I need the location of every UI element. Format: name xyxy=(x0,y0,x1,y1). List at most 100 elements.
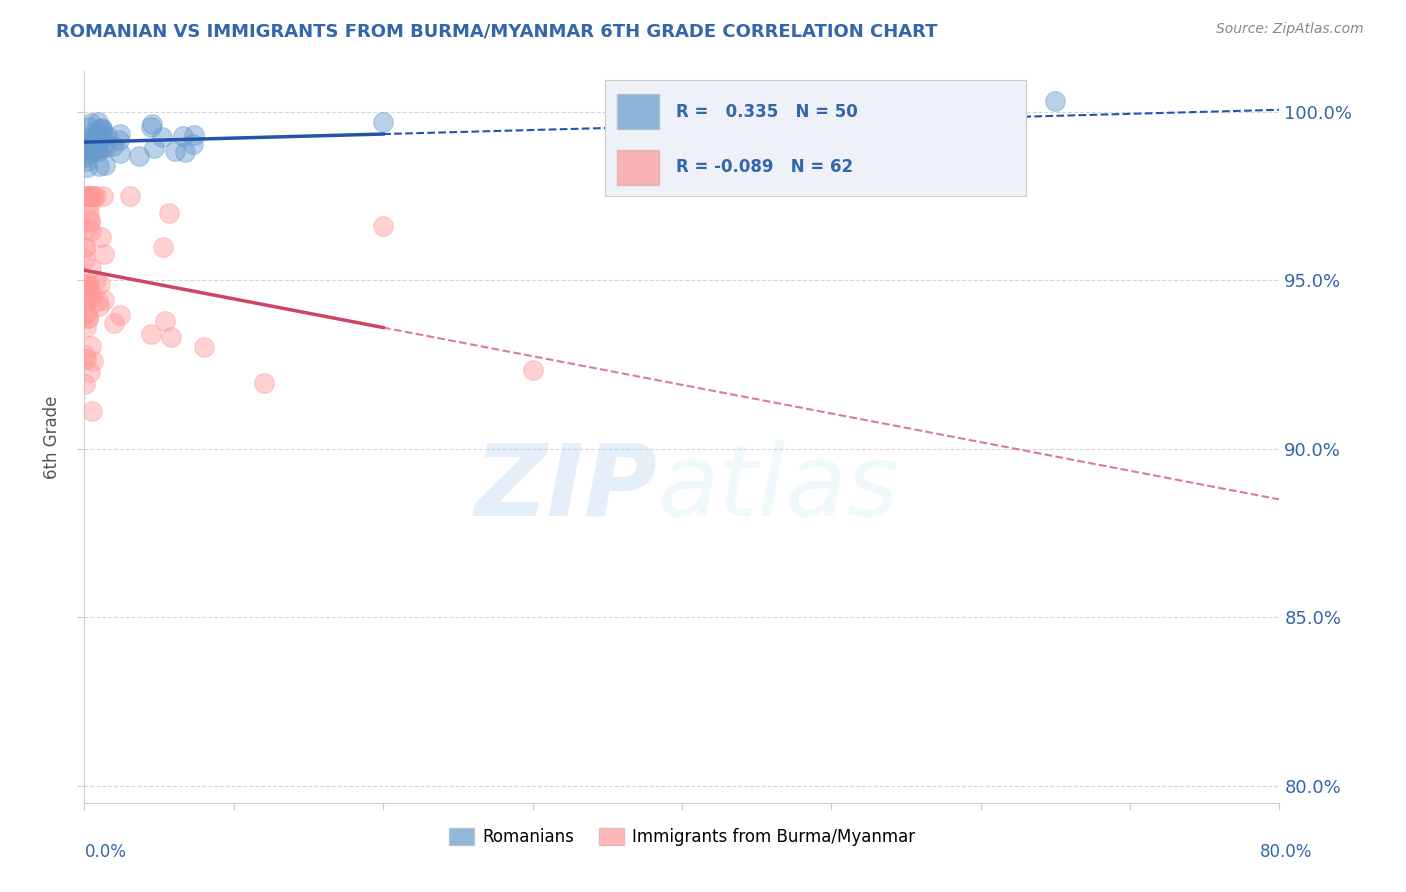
Point xyxy=(108,309,131,323)
Point xyxy=(128,148,150,162)
Point xyxy=(80,404,103,418)
Point xyxy=(108,133,131,147)
Point xyxy=(87,115,110,129)
Point xyxy=(84,130,107,145)
Point xyxy=(75,284,97,298)
Point xyxy=(77,280,100,294)
Point xyxy=(79,116,101,130)
Point xyxy=(79,189,101,203)
Point xyxy=(76,189,98,203)
Point xyxy=(77,147,100,161)
Point xyxy=(89,144,111,158)
Point xyxy=(79,189,101,203)
Point xyxy=(110,127,132,141)
Point xyxy=(373,219,395,233)
Point xyxy=(90,123,112,137)
Point xyxy=(89,277,111,292)
Point xyxy=(79,215,101,229)
Point xyxy=(86,142,108,156)
Point xyxy=(253,376,276,390)
Point xyxy=(373,115,395,129)
Point xyxy=(75,143,97,157)
Text: 80.0%: 80.0% xyxy=(1260,843,1313,861)
Point xyxy=(1045,94,1067,108)
Point xyxy=(76,189,98,203)
Point xyxy=(80,189,103,203)
Point xyxy=(76,189,98,203)
Point xyxy=(76,153,98,168)
Point xyxy=(75,352,97,367)
Point xyxy=(159,329,181,343)
Point xyxy=(143,141,166,155)
Point xyxy=(110,145,132,160)
Point xyxy=(82,354,104,368)
Point xyxy=(77,189,100,203)
Point xyxy=(80,261,103,276)
Point xyxy=(75,292,97,306)
Point xyxy=(139,120,162,134)
Text: ZIP: ZIP xyxy=(475,440,658,537)
Point xyxy=(82,142,104,156)
Point xyxy=(77,206,100,220)
Point xyxy=(91,121,114,136)
Point xyxy=(91,140,114,154)
Point xyxy=(83,125,105,139)
Point xyxy=(80,339,103,353)
Text: ROMANIAN VS IMMIGRANTS FROM BURMA/MYANMAR 6TH GRADE CORRELATION CHART: ROMANIAN VS IMMIGRANTS FROM BURMA/MYANMA… xyxy=(56,22,938,40)
Point xyxy=(193,340,215,354)
Y-axis label: 6th Grade: 6th Grade xyxy=(44,395,62,479)
Point xyxy=(93,247,115,261)
Point xyxy=(165,144,187,158)
Point xyxy=(76,189,98,203)
Point xyxy=(96,128,118,143)
Point xyxy=(75,150,97,164)
Bar xyxy=(617,95,659,129)
Text: 0.0%: 0.0% xyxy=(84,843,127,861)
Point xyxy=(73,252,96,266)
Point xyxy=(77,137,100,152)
Point xyxy=(181,136,204,151)
Point xyxy=(79,224,101,238)
Point xyxy=(80,139,103,153)
Text: R = -0.089   N = 62: R = -0.089 N = 62 xyxy=(676,158,853,177)
Point xyxy=(157,206,180,220)
Point xyxy=(173,145,195,159)
Point xyxy=(75,348,97,362)
Point xyxy=(77,120,100,134)
Legend: Romanians, Immigrants from Burma/Myanmar: Romanians, Immigrants from Burma/Myanmar xyxy=(441,822,922,853)
Point xyxy=(75,139,97,153)
Point xyxy=(76,311,98,326)
Point xyxy=(73,376,96,391)
Point xyxy=(96,140,118,154)
Point xyxy=(141,117,163,131)
Point xyxy=(83,189,105,203)
Point xyxy=(139,327,162,342)
Text: Source: ZipAtlas.com: Source: ZipAtlas.com xyxy=(1216,22,1364,37)
Point xyxy=(150,130,173,145)
Point xyxy=(77,277,100,292)
Point xyxy=(118,189,141,203)
Point xyxy=(84,273,107,287)
Point xyxy=(93,158,115,172)
Point xyxy=(183,128,205,143)
Point xyxy=(84,128,107,142)
Text: atlas: atlas xyxy=(658,440,900,537)
Point xyxy=(87,300,110,314)
Point xyxy=(82,288,104,302)
Point xyxy=(152,240,174,254)
Point xyxy=(84,130,107,145)
Point xyxy=(90,122,112,136)
Point xyxy=(89,159,111,173)
Point xyxy=(80,132,103,146)
Point xyxy=(91,189,114,203)
Point xyxy=(75,319,97,334)
Point xyxy=(90,230,112,244)
Point xyxy=(86,131,108,145)
Bar xyxy=(617,150,659,185)
Point xyxy=(79,285,101,300)
Point xyxy=(73,241,96,255)
Point xyxy=(75,304,97,318)
Point xyxy=(76,160,98,174)
Point xyxy=(87,142,110,156)
Point xyxy=(87,294,110,309)
